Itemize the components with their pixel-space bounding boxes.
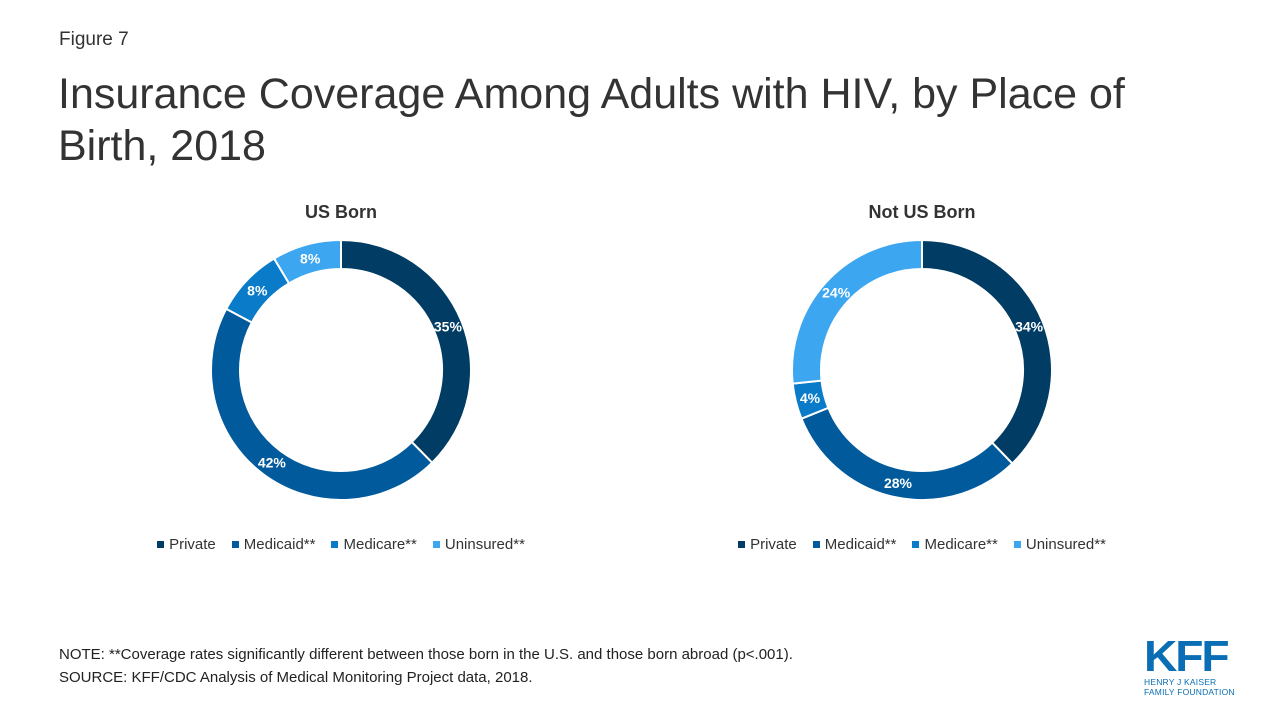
legend-swatch — [331, 541, 339, 548]
legend-swatch — [738, 541, 746, 548]
footnote: NOTE: **Coverage rates significantly dif… — [59, 643, 793, 689]
slice-medicaid — [210, 307, 434, 501]
data-label-medicare: 4% — [800, 390, 821, 406]
legend-label: Private — [169, 536, 216, 553]
legend: Private Medicaid** Medicare** Uninsured** — [61, 536, 621, 553]
legend-swatch — [812, 541, 820, 548]
logo-line2: FAMILY FOUNDATION — [1144, 687, 1235, 697]
legend-item-medicare: Medicare** — [331, 536, 417, 553]
legend-label: Medicaid** — [243, 536, 316, 553]
data-label-private: 35% — [434, 318, 463, 334]
data-label-uninsured: 8% — [300, 251, 321, 267]
legend-swatch — [432, 541, 440, 548]
legend-label: Medicare** — [343, 536, 417, 553]
donut-chart-not-us-born: Not US Born 34% 28% 4% 24% Private Medicaid*… — [642, 200, 1202, 570]
page-title: Insurance Coverage Among Adults with HIV… — [58, 70, 1125, 170]
data-label-medicaid: 28% — [884, 475, 913, 491]
logo-wordmark: KFF — [1144, 632, 1230, 681]
legend-item-medicare: Medicare** — [912, 536, 998, 553]
donut-chart-us-born: US Born 35% 42% 8% 8% Private Medicaid** Medi… — [61, 200, 621, 570]
legend-item-medicaid: Medicaid** — [812, 536, 897, 553]
note-text: NOTE: **Coverage rates significantly dif… — [59, 646, 793, 663]
slice-private — [340, 238, 472, 465]
legend-swatch — [231, 541, 239, 548]
figure-label: Figure 7 — [59, 29, 129, 50]
slice-uninsured — [791, 238, 923, 385]
legend-label: Medicaid** — [824, 536, 897, 553]
data-label-uninsured: 24% — [822, 285, 851, 301]
legend-label: Uninsured** — [1025, 536, 1106, 553]
slice-uninsured — [272, 238, 342, 285]
data-label-private: 34% — [1015, 319, 1044, 335]
donut-svg: 35% 42% 8% 8% — [210, 238, 472, 501]
legend-label: Uninsured** — [444, 536, 525, 553]
data-label-medicare: 8% — [247, 282, 268, 298]
legend-item-medicaid: Medicaid** — [231, 536, 316, 553]
chart-title: US Born — [305, 202, 377, 222]
legend-item-private: Private — [738, 536, 797, 553]
kff-logo: KFF HENRY J KAISER FAMILY FOUNDATION — [1144, 635, 1236, 698]
legend-swatch — [912, 541, 920, 548]
legend-swatch — [1013, 541, 1021, 548]
legend-swatch — [157, 541, 165, 548]
donut-svg: 34% 28% 4% 24% — [791, 238, 1053, 501]
slice-private — [921, 238, 1053, 465]
legend-item-private: Private — [157, 536, 216, 553]
chart-title: Not US Born — [868, 202, 976, 222]
legend-label: Medicare** — [924, 536, 998, 553]
legend-item-uninsured: Uninsured** — [1013, 536, 1106, 553]
legend-item-uninsured: Uninsured** — [432, 536, 525, 553]
source-text: SOURCE: KFF/CDC Analysis of Medical Moni… — [59, 669, 533, 686]
legend-label: Private — [750, 536, 797, 553]
data-label-medicaid: 42% — [258, 455, 287, 471]
legend: Private Medicaid** Medicare** Uninsured** — [642, 536, 1202, 553]
logo-line1: HENRY J KAISER — [1144, 677, 1217, 687]
